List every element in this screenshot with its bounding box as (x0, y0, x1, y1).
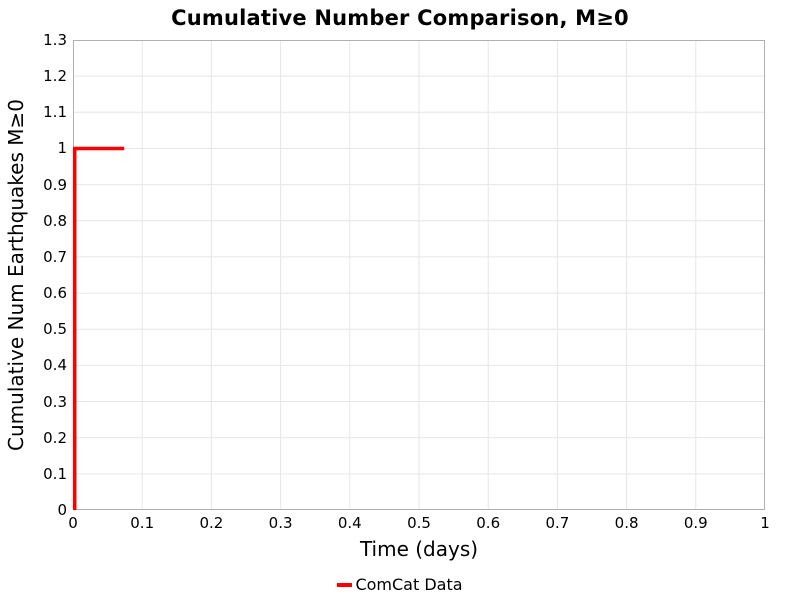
y-tick-label: 0.8 (43, 211, 67, 230)
x-tick-label: 0.4 (337, 514, 362, 532)
y-tick-label: 0.2 (43, 428, 67, 447)
x-axis-label: Time (days) (359, 537, 479, 561)
chart-title: Cumulative Number Comparison, M≥0 (171, 6, 629, 30)
x-tick-label: 0.5 (407, 514, 431, 532)
y-tick-label: 0.3 (43, 392, 67, 411)
legend-label: ComCat Data (355, 575, 463, 594)
x-tick-label: 0.9 (683, 514, 708, 532)
y-tick-label: 1.1 (43, 103, 67, 122)
y-tick-label: 0.7 (43, 247, 67, 266)
x-tick-label: 0.8 (614, 514, 639, 532)
x-tick-label: 0 (68, 514, 78, 532)
y-tick-label: 0.1 (43, 464, 67, 483)
plot-area (73, 40, 765, 510)
x-tick-label: 0.2 (199, 514, 224, 532)
x-tick-label: 0.1 (130, 514, 155, 532)
legend-line-marker (337, 582, 353, 587)
plot-canvas (73, 40, 765, 510)
x-tick-label: 0.7 (545, 514, 570, 532)
y-tick-label: 0.6 (43, 284, 67, 303)
y-tick-label: 1 (57, 139, 67, 158)
series-line (73, 146, 125, 510)
x-tick-label: 1 (760, 514, 770, 532)
y-tick-label: 0.5 (43, 320, 67, 339)
y-tick-label: 0.4 (43, 356, 67, 375)
y-tick-label: 1.2 (43, 67, 67, 86)
y-tick-label: 1.3 (43, 31, 67, 49)
legend: ComCat Data (0, 575, 800, 594)
x-tick-label: 0.6 (476, 514, 501, 532)
y-tick-label: 0.9 (43, 175, 67, 194)
x-tick-label: 0.3 (268, 514, 293, 532)
y-tick-label: 0 (57, 501, 67, 519)
